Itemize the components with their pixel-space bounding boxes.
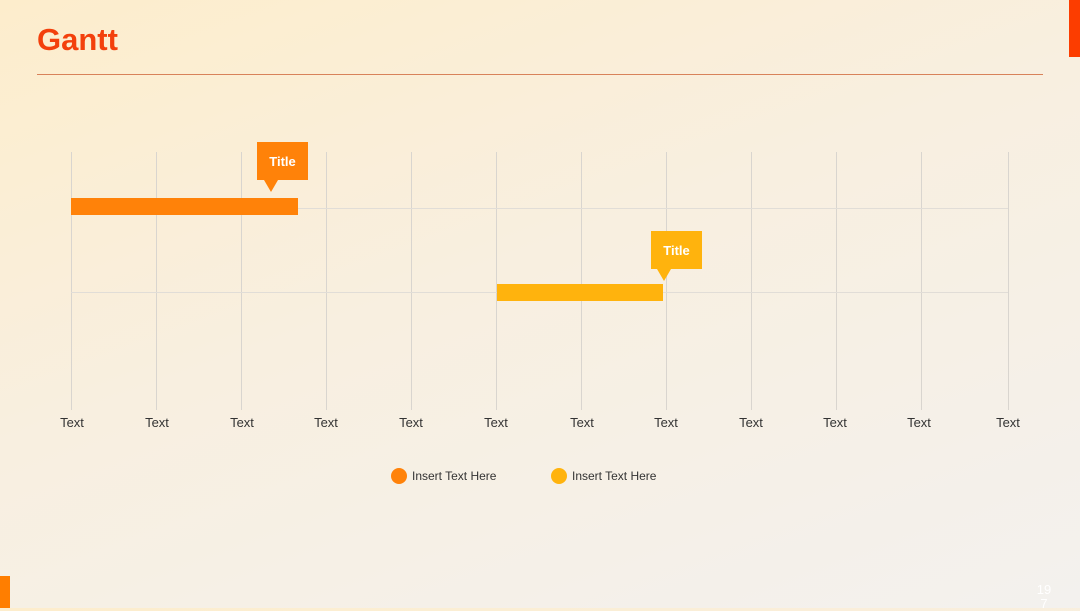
grid-line	[1008, 152, 1009, 410]
x-tick-label: Text	[996, 415, 1020, 430]
grid-line	[326, 152, 327, 410]
grid-line	[156, 152, 157, 410]
grid-line	[411, 152, 412, 410]
bottom-left-accent-bar	[0, 576, 10, 608]
x-tick-label: Text	[739, 415, 763, 430]
gantt-bar-2	[497, 284, 663, 301]
callout-tail	[657, 269, 671, 281]
grid-line	[496, 152, 497, 410]
grid-line	[751, 152, 752, 410]
legend-item-2: Insert Text Here	[551, 468, 656, 484]
grid-line	[666, 152, 667, 410]
callout-2: Title	[651, 231, 702, 281]
x-tick-label: Text	[823, 415, 847, 430]
legend-label: Insert Text Here	[572, 469, 657, 483]
x-tick-label: Text	[399, 415, 423, 430]
grid-line	[581, 152, 582, 410]
callout-label: Title	[663, 242, 690, 258]
legend-dot-icon	[391, 468, 407, 484]
top-right-accent-bar	[1069, 0, 1080, 57]
legend-label: Insert Text Here	[412, 469, 497, 483]
x-tick-label: Text	[907, 415, 931, 430]
slide-title: Gantt	[37, 22, 118, 57]
legend-dot-icon	[551, 468, 567, 484]
callout-label: Title	[269, 153, 296, 169]
grid-line	[921, 152, 922, 410]
callout-tail	[264, 180, 278, 192]
gantt-bar-1	[71, 198, 298, 215]
x-tick-label: Text	[60, 415, 84, 430]
page-number: 19 7	[1036, 582, 1052, 611]
x-tick-label: Text	[230, 415, 254, 430]
legend-item-1: Insert Text Here	[391, 468, 496, 484]
x-tick-label: Text	[314, 415, 338, 430]
callout-1: Title	[257, 142, 308, 192]
x-tick-label: Text	[145, 415, 169, 430]
x-tick-label: Text	[654, 415, 678, 430]
x-tick-label: Text	[570, 415, 594, 430]
row-line	[71, 208, 1008, 209]
x-tick-label: Text	[484, 415, 508, 430]
title-divider	[37, 74, 1043, 75]
grid-line	[71, 152, 72, 410]
grid-line	[241, 152, 242, 410]
grid-line	[836, 152, 837, 410]
